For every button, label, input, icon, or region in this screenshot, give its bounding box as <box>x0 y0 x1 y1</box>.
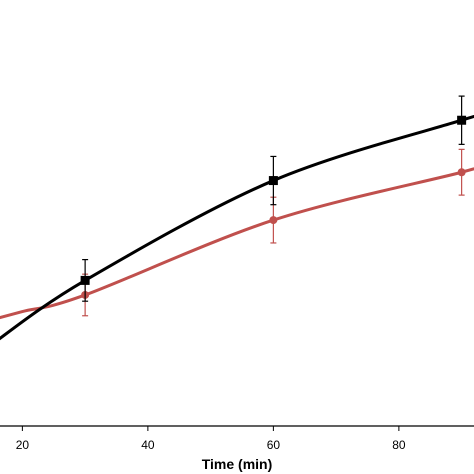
data-point <box>457 115 467 125</box>
series-2-line <box>0 167 474 320</box>
series-1-line <box>0 114 474 341</box>
x-tick-label: 20 <box>16 438 30 452</box>
x-axis-title: Time (min) <box>202 456 273 472</box>
series-1 <box>0 95 474 341</box>
x-tick-label: 80 <box>392 438 406 452</box>
series-layer <box>0 95 474 341</box>
x-tick-label: 40 <box>141 438 155 452</box>
x-tick-label: 60 <box>267 438 281 452</box>
data-point <box>268 176 278 186</box>
x-axis-ticks: 20 40 60 80 <box>16 426 406 452</box>
data-point <box>80 275 90 285</box>
data-point <box>457 168 466 177</box>
data-point <box>269 216 278 225</box>
series-2 <box>0 148 474 320</box>
